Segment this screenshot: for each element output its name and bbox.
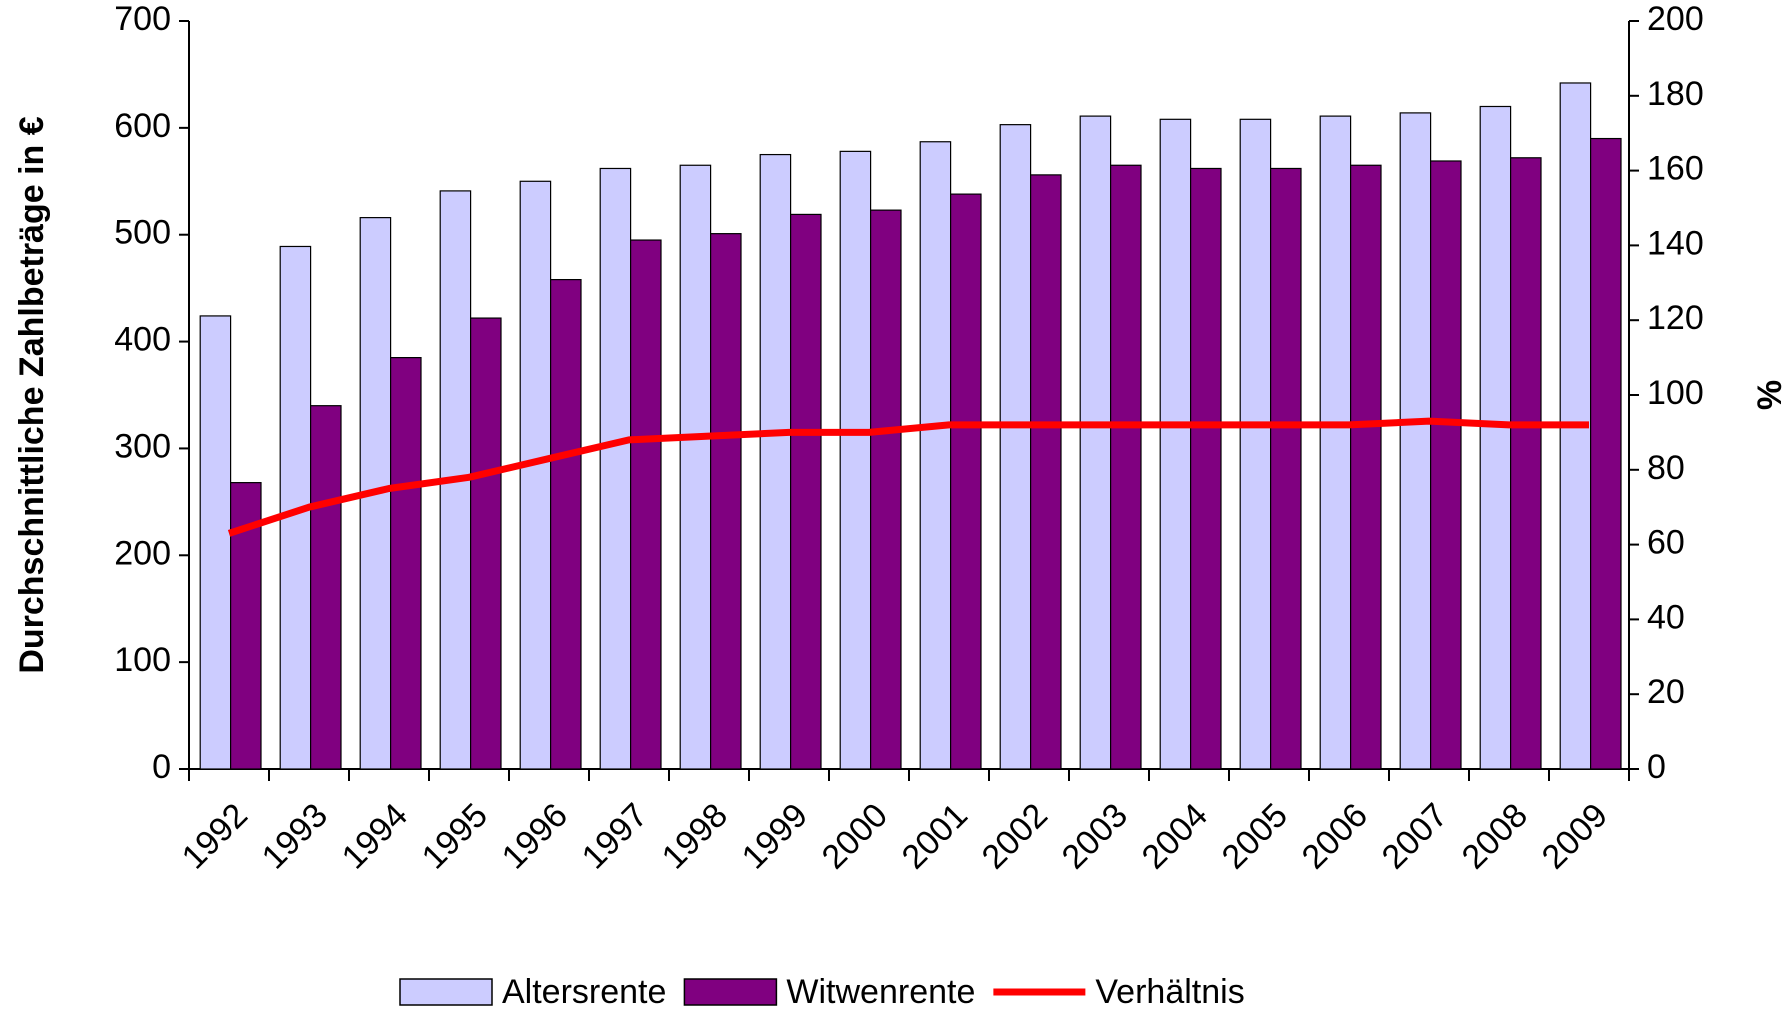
x-tick-label: 2004 — [1135, 796, 1215, 876]
bar — [629, 239, 662, 770]
x-tick-label: 1994 — [335, 796, 415, 876]
bar — [1269, 167, 1302, 770]
x-tick-label: 2002 — [975, 796, 1055, 876]
y-tick-label: 300 — [114, 427, 171, 465]
x-tick-label: 1996 — [495, 796, 575, 876]
y2-tick-label: 80 — [1647, 449, 1685, 487]
line-series — [227, 417, 1589, 537]
y-tick-label: 200 — [114, 534, 171, 572]
bar — [759, 153, 792, 770]
legend-label: Altersrente — [502, 973, 666, 1011]
bar — [1349, 164, 1382, 770]
x-tick-label: 2003 — [1055, 796, 1135, 876]
y2-tick-label: 120 — [1647, 299, 1704, 337]
bar — [1429, 160, 1462, 770]
bar — [999, 124, 1032, 770]
y-tick-label: 700 — [114, 0, 171, 38]
bar — [1159, 118, 1192, 770]
y2-axis-title: % — [1751, 380, 1789, 410]
bar — [1029, 174, 1062, 770]
y-tick-label: 600 — [114, 107, 171, 145]
x-tick-label: 2008 — [1455, 796, 1535, 876]
bar — [869, 209, 902, 770]
legend-label: Verhältnis — [1095, 973, 1244, 1011]
bar — [679, 164, 712, 770]
bar — [549, 278, 582, 770]
bar — [1589, 137, 1622, 770]
y-tick-label: 0 — [152, 748, 171, 786]
bar — [390, 357, 422, 770]
x-tick-label: 1992 — [175, 796, 255, 876]
y2-tick-label: 200 — [1647, 0, 1704, 38]
bar — [199, 315, 232, 770]
x-tick-label: 2009 — [1535, 796, 1615, 876]
x-tick-label: 2000 — [815, 796, 895, 876]
bar — [470, 317, 502, 770]
bar — [519, 180, 552, 770]
x-tick-label: 1993 — [255, 796, 335, 876]
bar — [789, 213, 822, 770]
x-tick-label: 1999 — [735, 796, 815, 876]
x-tick-label: 1997 — [575, 796, 655, 876]
bar — [709, 233, 742, 770]
bar — [310, 405, 342, 770]
y2-tick-label: 60 — [1647, 524, 1685, 562]
bar — [1399, 112, 1432, 770]
bar — [1509, 157, 1542, 770]
y2-tick-label: 20 — [1647, 673, 1685, 711]
bar — [599, 167, 632, 770]
y2-tick-label: 100 — [1647, 374, 1704, 412]
x-tick-label: 1995 — [415, 796, 495, 876]
y-axis-title: Durchschnittliche Zahlbeträge in € — [13, 116, 51, 673]
y2-tick-label: 140 — [1647, 224, 1704, 262]
bar — [1239, 118, 1272, 770]
x-tick-label: 2007 — [1375, 796, 1455, 876]
x-tick-label: 2005 — [1215, 796, 1295, 876]
bar — [1079, 115, 1112, 770]
y2-tick-label: 40 — [1647, 598, 1685, 636]
legend-swatch — [399, 978, 493, 1006]
legend-swatch — [683, 978, 778, 1006]
x-tick-label: 2001 — [895, 796, 975, 876]
bar — [1109, 164, 1142, 770]
bar — [1319, 115, 1352, 770]
y-tick-label: 100 — [114, 641, 171, 679]
y-tick-label: 500 — [114, 214, 171, 252]
bar — [919, 141, 952, 770]
x-tick-label: 1998 — [655, 796, 735, 876]
bar — [1479, 105, 1512, 770]
y2-tick-label: 180 — [1647, 75, 1704, 113]
bar — [1189, 167, 1222, 770]
bar — [949, 193, 982, 770]
y2-tick-label: 0 — [1647, 748, 1666, 786]
legend-label: Witwenrente — [786, 973, 975, 1011]
y2-tick-label: 160 — [1647, 150, 1704, 188]
x-tick-label: 2006 — [1295, 796, 1375, 876]
bar — [839, 150, 872, 770]
y-tick-label: 400 — [114, 321, 171, 359]
